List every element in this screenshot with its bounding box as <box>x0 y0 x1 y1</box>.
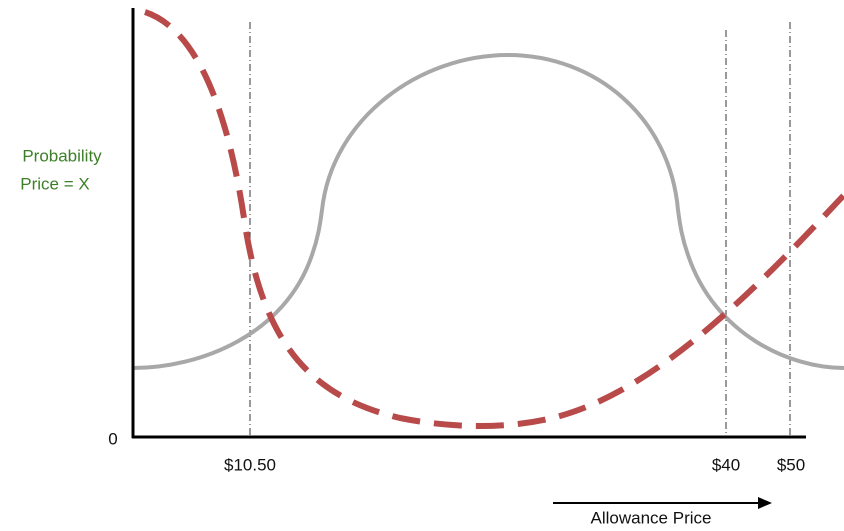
probability-curve <box>132 52 844 370</box>
price-curve <box>144 9 844 429</box>
reference-lines <box>249 22 791 437</box>
y-axis-label: Probability <box>22 146 102 165</box>
x-tick-label: $50 <box>777 455 805 474</box>
x-tick-label: $40 <box>712 455 740 474</box>
y-axis-label: Price = X <box>20 174 89 193</box>
x-axis-title: Allowance Price <box>591 508 712 527</box>
arrow-head <box>758 497 772 509</box>
y-origin-label: 0 <box>108 429 117 448</box>
x-tick-label: $10.50 <box>224 455 276 474</box>
